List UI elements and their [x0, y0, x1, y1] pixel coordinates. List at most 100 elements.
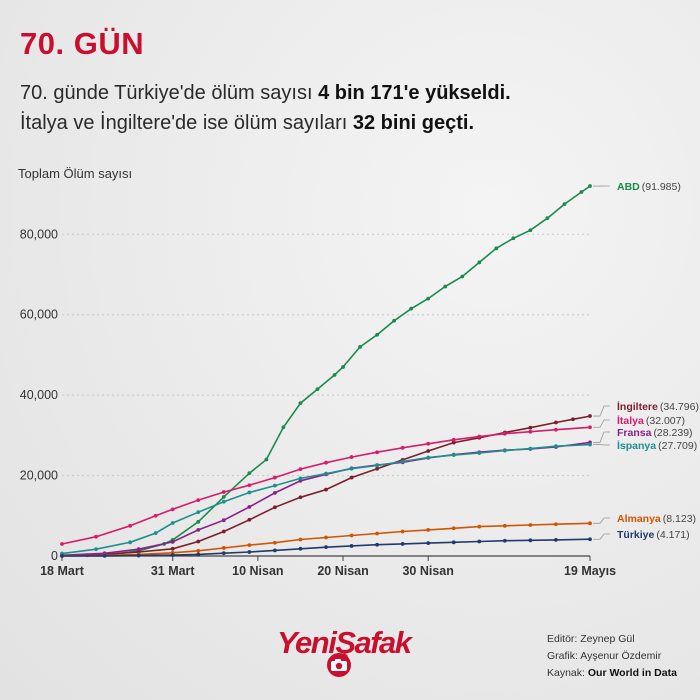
series-point [221, 551, 226, 556]
series-point [332, 373, 337, 377]
series-point [528, 523, 533, 527]
series-end-label: Türkiye (4.171) [617, 529, 690, 541]
series-point [554, 420, 558, 425]
series-point [196, 498, 201, 502]
series-point [273, 490, 277, 495]
series-point [477, 524, 482, 529]
series-point [375, 463, 379, 468]
series-point [341, 365, 345, 369]
subtitle-line-1-text: 70. günde Türkiye'de ölüm sayısı [20, 82, 319, 104]
yenisafak-logo: YeniŞafak [277, 625, 427, 677]
series-line [61, 185, 591, 557]
series-name: İtalya [617, 414, 644, 427]
series-point [477, 539, 482, 544]
series-value: (28.239) [653, 427, 692, 439]
series-point [128, 540, 133, 545]
series-point [102, 553, 107, 558]
series-point [375, 466, 379, 471]
series-point [196, 552, 201, 557]
logo-text: YeniŞafak [277, 625, 412, 660]
series-point [358, 344, 362, 349]
series-point [324, 535, 328, 540]
subtitle-line-2: İtalya ve İngiltere'de ise ölüm sayıları… [20, 108, 680, 138]
credit-editor-name: Zeynep Gül [580, 633, 635, 645]
series-leader-line [593, 533, 610, 540]
series-point [273, 540, 277, 545]
subtitle-line-1-highlight: 4 bin 171'e yükseldi. [318, 82, 511, 104]
credit-graphic-name: Ayşenur Özdemir [580, 650, 662, 662]
series-point [94, 547, 98, 552]
x-tick-label: 19 Mayıs [564, 564, 616, 578]
series-point [477, 434, 482, 439]
series-point [375, 332, 379, 337]
credit-graphic-label: Grafik: [547, 650, 581, 662]
series-point [545, 216, 550, 221]
series-point [426, 527, 431, 532]
series-name: Türkiye [617, 529, 655, 541]
series-point [281, 425, 286, 430]
series-point [273, 475, 277, 480]
series-point [400, 529, 405, 534]
series-point [349, 544, 354, 548]
series-point [315, 387, 320, 391]
series-point [588, 537, 592, 542]
series-point [221, 499, 226, 504]
series-point [273, 505, 277, 510]
series-end-label: İtalya (32.007) [617, 414, 685, 427]
series-point [221, 518, 226, 523]
series-point [426, 541, 431, 546]
series-point [554, 522, 558, 527]
series-point [477, 260, 482, 265]
series-point [528, 446, 533, 451]
series-point [571, 417, 575, 422]
subtitle-line-1: 70. günde Türkiye'de ölüm sayısı 4 bin 1… [20, 78, 680, 108]
credit-editor: Editör: Zeynep Gül [547, 631, 677, 648]
series-leader-line [593, 405, 610, 417]
series-point [375, 531, 379, 536]
series-point [588, 414, 592, 418]
page-title: 70. GÜN [20, 26, 145, 61]
series-point [221, 490, 226, 494]
series-point [588, 521, 592, 526]
page-subtitle: 70. günde Türkiye'de ölüm sayısı 4 bin 1… [20, 78, 680, 138]
x-tick-label: 18 Mart [40, 564, 85, 578]
series-point [511, 236, 516, 241]
series-end-label: Almanya (8.123) [617, 513, 696, 525]
series-name: Fransa [617, 427, 652, 439]
series-value: (8.123) [663, 513, 696, 525]
series-point [460, 274, 465, 279]
chart-grid [62, 233, 590, 477]
x-tick-label: 20 Nisan [317, 564, 368, 578]
series-point [196, 527, 201, 532]
series-name: İngiltere [617, 400, 658, 413]
series-point [349, 475, 354, 480]
subtitle-line-2-highlight: 32 bini geçti. [352, 112, 475, 134]
series-point [298, 546, 303, 551]
series-point [298, 467, 303, 472]
series-point [426, 449, 431, 453]
series-point [375, 542, 379, 547]
series-point [451, 540, 456, 545]
series-end-label: İspanya (27.709) [617, 439, 697, 452]
series-point [349, 455, 354, 459]
series-name: ABD [617, 181, 640, 193]
series-point [426, 296, 431, 301]
series-point [528, 538, 533, 543]
series-point [588, 442, 592, 447]
y-axis-title: Toplam Ölüm sayısı [18, 166, 132, 181]
series-point [273, 483, 277, 488]
series-leader-line [593, 431, 610, 443]
y-tick-label: 0 [51, 549, 58, 563]
series-point [502, 523, 507, 528]
series-point [247, 517, 252, 522]
series-point [247, 543, 252, 548]
series-line [61, 522, 591, 557]
series-point [298, 476, 303, 481]
x-tick-label: 30 Nisan [402, 564, 453, 578]
series-point [298, 401, 303, 406]
series-point [426, 455, 431, 460]
x-tick-label: 10 Nisan [232, 564, 283, 578]
series-point [400, 459, 405, 464]
